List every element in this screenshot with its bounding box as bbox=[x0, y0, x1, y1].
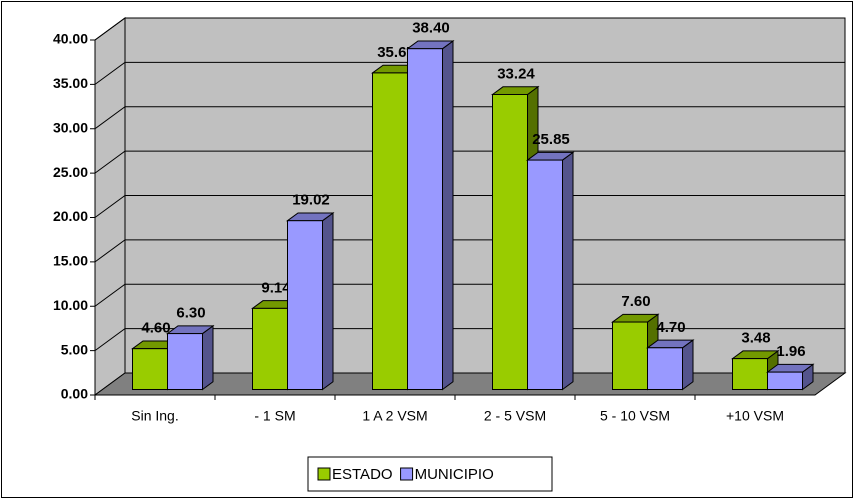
grid-line bbox=[94, 106, 845, 130]
data-label: 35.67 bbox=[377, 44, 415, 61]
y-tick-label: 35.00 bbox=[53, 75, 88, 91]
y-tick-label: 30.00 bbox=[53, 119, 88, 135]
x-tick-label: 1 A 2 VSM bbox=[362, 408, 427, 424]
data-label: 9.14 bbox=[261, 279, 291, 296]
y-tick-label: 15.00 bbox=[53, 253, 88, 269]
bar-side bbox=[322, 212, 334, 391]
x-tick-label: +10 VSM bbox=[726, 408, 784, 424]
x-tick-label: 5 - 10 VSM bbox=[600, 408, 670, 424]
y-tick-label: 25.00 bbox=[53, 164, 88, 180]
bar-side bbox=[442, 40, 454, 391]
legend-swatch bbox=[317, 467, 331, 481]
grid-line bbox=[94, 150, 845, 174]
y-tick-label: 0.00 bbox=[61, 386, 88, 402]
data-label: 3.48 bbox=[741, 330, 770, 347]
bar bbox=[767, 371, 803, 391]
bar-side bbox=[682, 339, 694, 391]
bar bbox=[732, 358, 768, 390]
data-label: 33.24 bbox=[497, 65, 535, 82]
y-tick-label: 5.00 bbox=[61, 341, 88, 357]
legend-swatch bbox=[400, 467, 414, 481]
data-label: 7.60 bbox=[621, 293, 650, 310]
x-tick-label: - 1 SM bbox=[254, 408, 295, 424]
bar bbox=[492, 93, 528, 391]
bar bbox=[612, 321, 648, 390]
x-tick-label: Sin Ing. bbox=[131, 408, 178, 424]
bar bbox=[287, 220, 323, 390]
y-tick-label: 10.00 bbox=[53, 297, 88, 313]
data-label: 19.02 bbox=[292, 192, 330, 209]
grid-line bbox=[94, 17, 845, 41]
x-tick-label: 2 - 5 VSM bbox=[484, 408, 546, 424]
legend-label: MUNICIPIO bbox=[415, 466, 494, 483]
bar bbox=[167, 333, 203, 390]
bar bbox=[132, 348, 168, 390]
bar-side bbox=[562, 151, 574, 391]
data-label: 6.30 bbox=[176, 305, 205, 322]
y-tick-label: 20.00 bbox=[53, 208, 88, 224]
data-label: 4.70 bbox=[656, 319, 685, 336]
grid-line bbox=[94, 283, 845, 307]
grid-line bbox=[94, 328, 845, 352]
bar-side bbox=[202, 324, 214, 391]
grid-line bbox=[94, 239, 845, 263]
legend-box bbox=[307, 456, 553, 492]
data-label: 38.40 bbox=[412, 20, 450, 37]
data-label: 1.96 bbox=[776, 343, 805, 360]
bar bbox=[407, 48, 443, 390]
data-label: 4.60 bbox=[141, 320, 170, 337]
bar bbox=[252, 307, 288, 391]
y-tick-label: 40.00 bbox=[53, 31, 88, 47]
data-label: 25.85 bbox=[532, 131, 570, 148]
bar bbox=[372, 72, 408, 391]
legend-label: ESTADO bbox=[332, 466, 393, 483]
bar bbox=[647, 347, 683, 391]
grid-line bbox=[94, 195, 845, 218]
grid-line bbox=[94, 61, 845, 85]
bar bbox=[527, 159, 563, 390]
